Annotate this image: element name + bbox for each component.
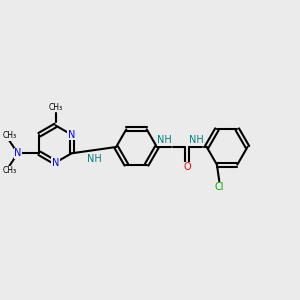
Text: N: N xyxy=(14,148,22,158)
Text: N: N xyxy=(52,158,59,168)
Text: O: O xyxy=(183,162,191,172)
Text: NH: NH xyxy=(188,135,203,146)
Text: CH₃: CH₃ xyxy=(48,103,63,112)
Text: NH: NH xyxy=(157,135,172,146)
Text: N: N xyxy=(68,130,75,140)
Text: Cl: Cl xyxy=(214,182,224,192)
Text: CH₃: CH₃ xyxy=(2,131,16,140)
Text: CH₃: CH₃ xyxy=(2,166,16,175)
Text: NH: NH xyxy=(87,154,102,164)
